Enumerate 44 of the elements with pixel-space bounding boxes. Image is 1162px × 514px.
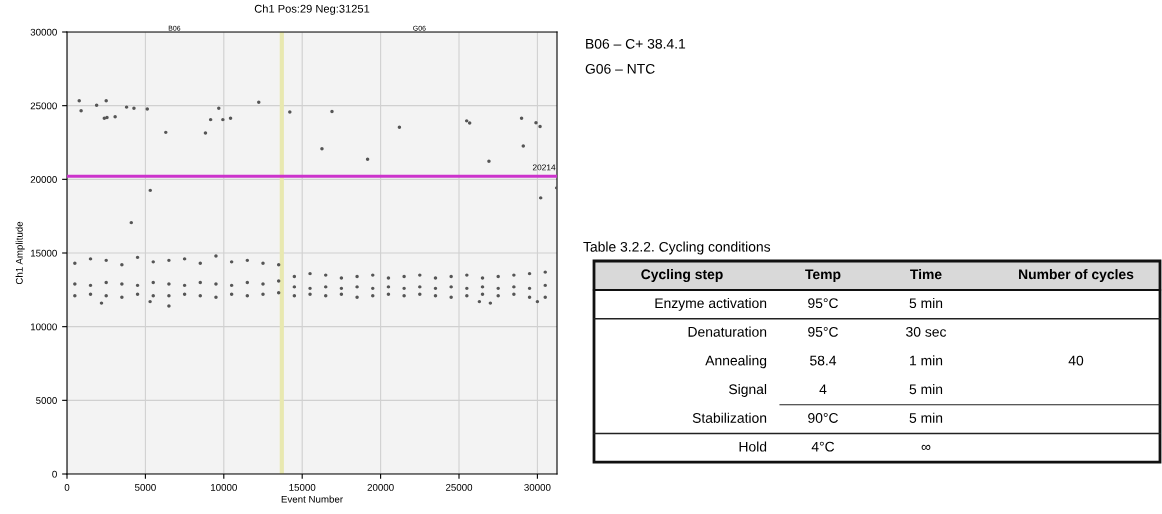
text: 5 min <box>909 412 943 423</box>
x-tick-label: 15000 <box>289 483 316 491</box>
x-axis-title: Event Number <box>281 495 343 503</box>
text: ∞ <box>921 444 931 451</box>
text: 30 sec <box>906 326 947 337</box>
y-tick-label: 0 <box>52 470 57 478</box>
chart-title: Ch1 Pos:29 Neg:31251 <box>254 4 370 15</box>
text: 5 min <box>909 383 943 395</box>
text: Enzyme activation <box>655 297 767 311</box>
text: 58.4 <box>810 355 837 366</box>
category-label: Number of cycles <box>1019 269 1134 282</box>
x-tick-label: 5000 <box>134 483 156 491</box>
x-tick-label: 25000 <box>445 483 473 491</box>
y-tick-label: 20000 <box>30 176 57 183</box>
category-label: Cycling step <box>641 269 723 282</box>
text: B06 – C+ 38.4.1 <box>586 38 686 49</box>
text: 1 min <box>910 355 943 366</box>
y-axis-title: Ch1 Amplitude <box>15 221 25 285</box>
text: Table 3.2.2. Cycling conditions <box>583 241 771 255</box>
text: 4 <box>819 384 827 395</box>
x-tick-label: 10000 <box>211 483 237 491</box>
text: 4°C <box>811 441 835 452</box>
text: 40 <box>1068 355 1084 366</box>
text: 95°C <box>808 298 838 309</box>
text: Hold <box>739 441 767 452</box>
y-tick-label: 30000 <box>30 28 57 36</box>
x-tick-label: 0 <box>64 483 70 491</box>
text: Denaturation <box>688 326 767 337</box>
text: Annealing <box>705 355 767 369</box>
x-tick-label: 20000 <box>367 483 394 491</box>
x-tick-label: 30000 <box>524 483 551 491</box>
text: 90°C <box>808 413 838 423</box>
y-tick-label: 25000 <box>30 102 57 110</box>
y-tick-label: 10000 <box>30 323 57 331</box>
ref-line-label: 20214 <box>532 164 556 171</box>
text: G06 – NTC <box>585 63 655 74</box>
y-tick-label: 5000 <box>36 397 57 404</box>
category-label: Time <box>910 269 942 280</box>
text: Stabilization <box>692 412 767 423</box>
text: 5 min <box>909 297 943 309</box>
category-label: Temp <box>805 269 841 282</box>
text: Signal <box>729 383 767 397</box>
y-tick-label: 15000 <box>30 249 57 257</box>
text: 95°C <box>808 326 838 337</box>
